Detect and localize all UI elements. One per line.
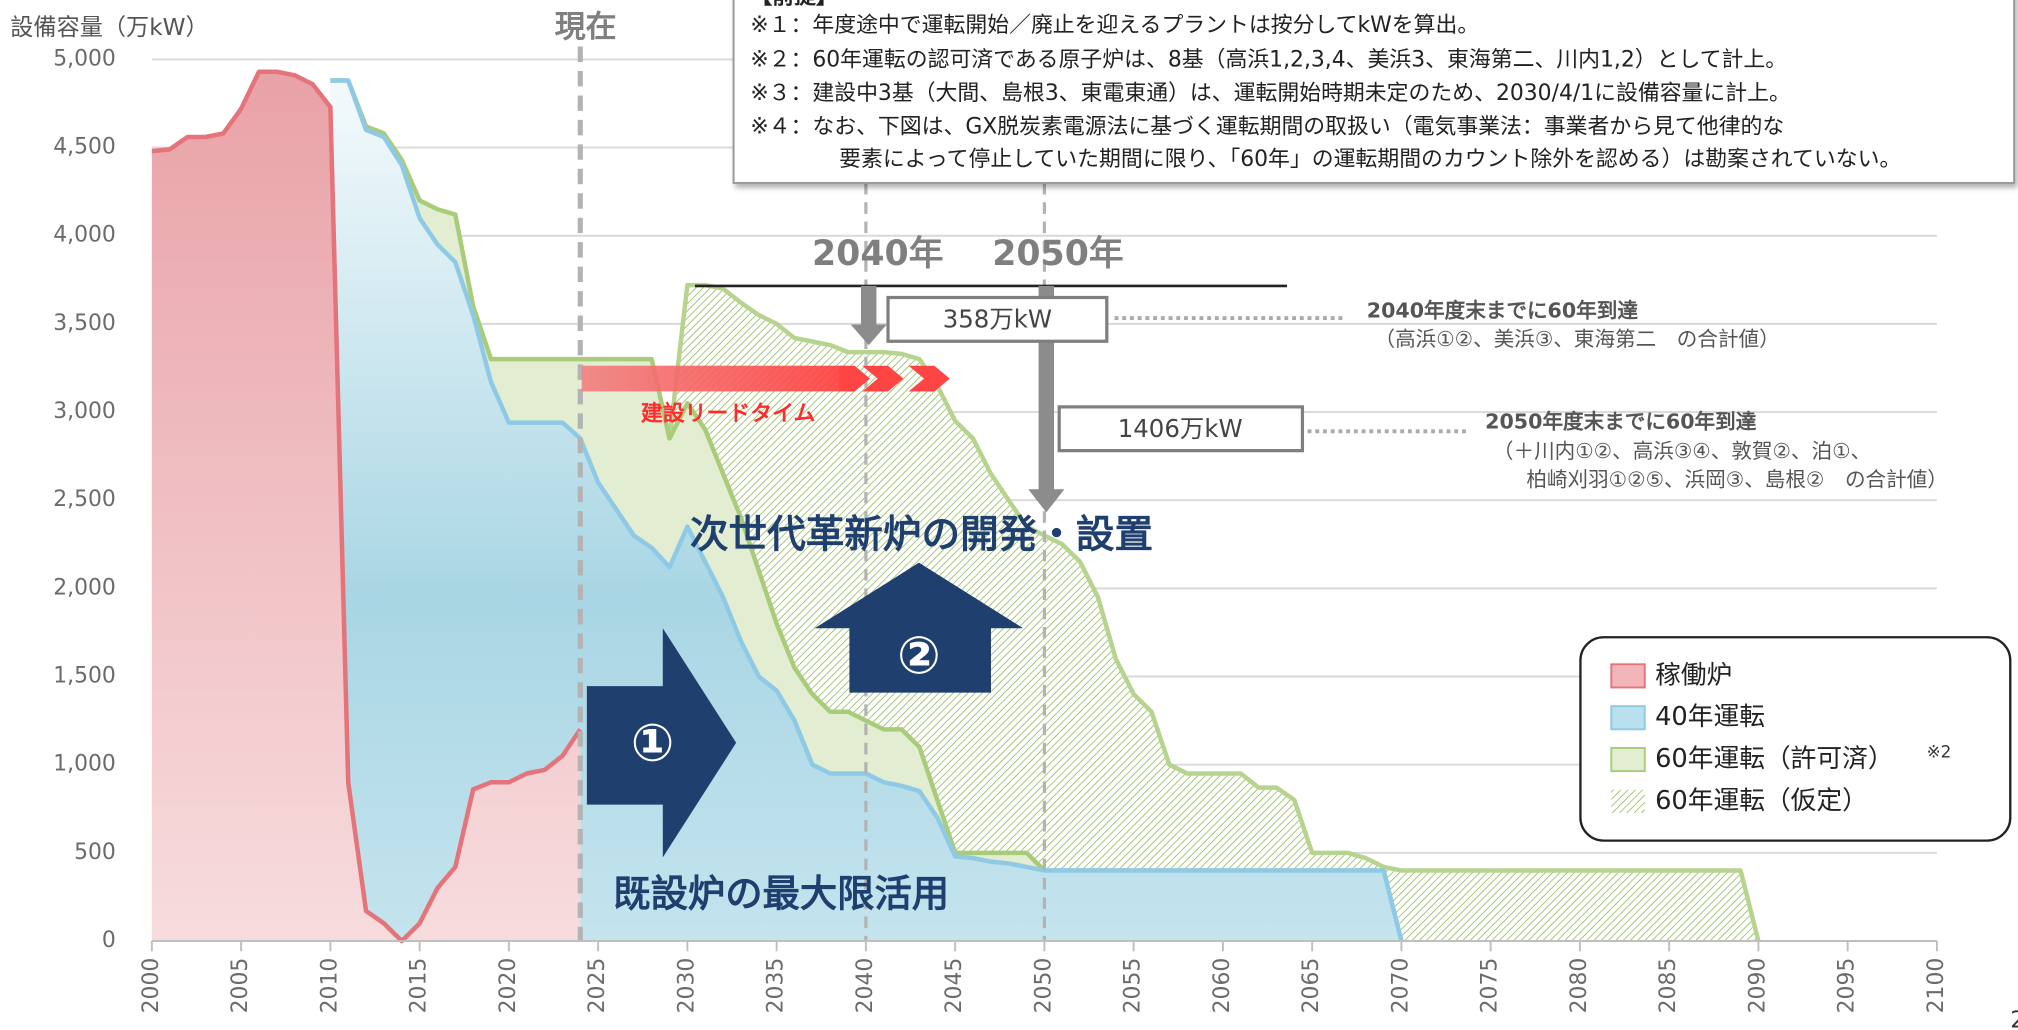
callout: 既設炉の最大限活用 bbox=[613, 871, 949, 915]
legend-box bbox=[1579, 636, 2012, 842]
chevron bbox=[908, 365, 950, 392]
y-tick-label: 4,500 bbox=[53, 135, 116, 160]
x-tick-label: 2085 bbox=[1656, 958, 1681, 1014]
area-fill bbox=[669, 285, 1759, 941]
x-tick-label: 2065 bbox=[1299, 958, 1324, 1014]
x-tick-label: 2020 bbox=[496, 958, 521, 1014]
y-tick-label: 0 bbox=[102, 928, 116, 953]
premise-line: ※４：なお、下図は、GX脱炭素電源法に基づく運転期間の取扱い（電気事業法：事業者… bbox=[750, 115, 1784, 140]
x-tick-label: 2090 bbox=[1745, 958, 1770, 1014]
legend-label: 60年運転（許可済） bbox=[1655, 744, 1893, 774]
callout: 次世代革新炉の開発・設置 bbox=[690, 512, 1153, 557]
value-box bbox=[886, 295, 1109, 343]
y-tick-label: 5,000 bbox=[53, 46, 116, 71]
up-arrow bbox=[814, 562, 1024, 693]
legend-label: 40年運転 bbox=[1655, 702, 1765, 732]
x-tick-label: 2095 bbox=[1835, 958, 1860, 1014]
x-tick-label: 2010 bbox=[317, 958, 342, 1014]
premise-box bbox=[732, 0, 2016, 184]
y-tick-label: 500 bbox=[74, 840, 116, 865]
lead-time-bar bbox=[581, 365, 846, 392]
now-label: 現在 bbox=[555, 9, 617, 45]
x-tick-label: 2075 bbox=[1478, 958, 1503, 1014]
down-arrow bbox=[1028, 285, 1065, 513]
x-tick-label: 2045 bbox=[942, 958, 967, 1014]
premise-line: 要素によって停止していた期間に限り、「60年」の運転期間のカウント除外を認める）… bbox=[839, 147, 1901, 172]
note-text: （＋川内①②、高浜③④、敦賀②、泊①、 bbox=[1493, 439, 1871, 463]
note-text: 2040年度末までに60年到達 bbox=[1367, 299, 1639, 323]
y-tick-label: 3,000 bbox=[53, 399, 116, 424]
y-tick-label: 1,000 bbox=[53, 752, 116, 777]
y-tick-label: 4,000 bbox=[53, 223, 116, 248]
circle-number: ② bbox=[897, 626, 941, 686]
x-tick-label: 2060 bbox=[1210, 958, 1235, 1014]
y-tick-label: 2,000 bbox=[53, 575, 116, 600]
y-axis-label: 設備容量（万kW） bbox=[10, 15, 208, 41]
x-tick-label: 2000 bbox=[139, 958, 164, 1014]
value-box-label: 1406万kW bbox=[1118, 414, 1243, 443]
legend-swatch bbox=[1611, 789, 1645, 813]
area-fill bbox=[151, 71, 581, 941]
y-tick-label: 1,500 bbox=[53, 664, 116, 689]
x-tick-label: 2025 bbox=[585, 958, 610, 1014]
page-number: 2 bbox=[2010, 1007, 2018, 1030]
legend-label: 稼働炉 bbox=[1655, 660, 1732, 690]
x-tick-label: 2035 bbox=[764, 958, 789, 1014]
premise-heading: 【前提】 bbox=[750, 0, 837, 10]
legend: 稼働炉 40年運転 60年運転（許可済） 60年運転（仮定） bbox=[1610, 660, 1894, 816]
premise-line: ※３：建設中3基（大間、島根3、東電東通）は、運転開始時期未定のため、2030/… bbox=[750, 81, 1791, 106]
area-line bbox=[667, 282, 1761, 942]
x-tick-label: 2015 bbox=[407, 958, 432, 1014]
x-tick-label: 2030 bbox=[674, 958, 699, 1014]
y-tick-label: 3,500 bbox=[53, 311, 116, 336]
down-arrow bbox=[850, 285, 887, 346]
y-tick-label: 2,500 bbox=[53, 487, 116, 512]
year-label: 2040年 bbox=[812, 234, 943, 274]
x-tick-label: 2055 bbox=[1121, 958, 1146, 1014]
premise-line: ※１：年度途中で運転開始／廃止を迎えるプラントは按分してkWを算出。 bbox=[750, 13, 1479, 38]
x-tick-label: 2100 bbox=[1924, 958, 1949, 1014]
year-label: 2050年 bbox=[992, 234, 1123, 274]
value-box-label: 358万kW bbox=[943, 305, 1052, 334]
legend-swatch bbox=[1610, 663, 1646, 689]
x-tick-label: 2050 bbox=[1031, 958, 1056, 1014]
chevron bbox=[862, 365, 904, 392]
premise-line: ※２：60年運転の認可済である原子炉は、8基（高浜1,2,3,4、美浜3、東海第… bbox=[750, 48, 1787, 73]
legend-swatch bbox=[1610, 705, 1646, 731]
x-tick-label: 2070 bbox=[1388, 958, 1413, 1014]
axis-layer: 0 500 1,000 1,500 2,000 2,500 3,000 3,500 4,000 4… bbox=[53, 46, 1949, 1013]
x-tick-label: 2040 bbox=[853, 958, 878, 1014]
area-line bbox=[151, 69, 583, 944]
circle-number: ① bbox=[631, 714, 675, 774]
legend-swatch bbox=[1610, 746, 1646, 773]
x-tick-label: 2080 bbox=[1567, 958, 1592, 1014]
right-arrow bbox=[586, 628, 737, 858]
lead-time-label: 建設リードタイム bbox=[641, 401, 815, 427]
legend-note: ※2 bbox=[1927, 742, 1952, 762]
note-text: （高浜①②、美浜③、東海第二 の合計値） bbox=[1375, 327, 1780, 351]
value-box bbox=[1057, 405, 1305, 453]
note-text: 2050年度末までに60年到達 bbox=[1485, 409, 1757, 433]
legend-label: 60年運転（仮定） bbox=[1655, 786, 1868, 816]
x-tick-label: 2005 bbox=[228, 958, 253, 1014]
note-text: 柏崎刈羽①②⑤、浜岡③、島根② の合計値） bbox=[1526, 467, 1948, 491]
